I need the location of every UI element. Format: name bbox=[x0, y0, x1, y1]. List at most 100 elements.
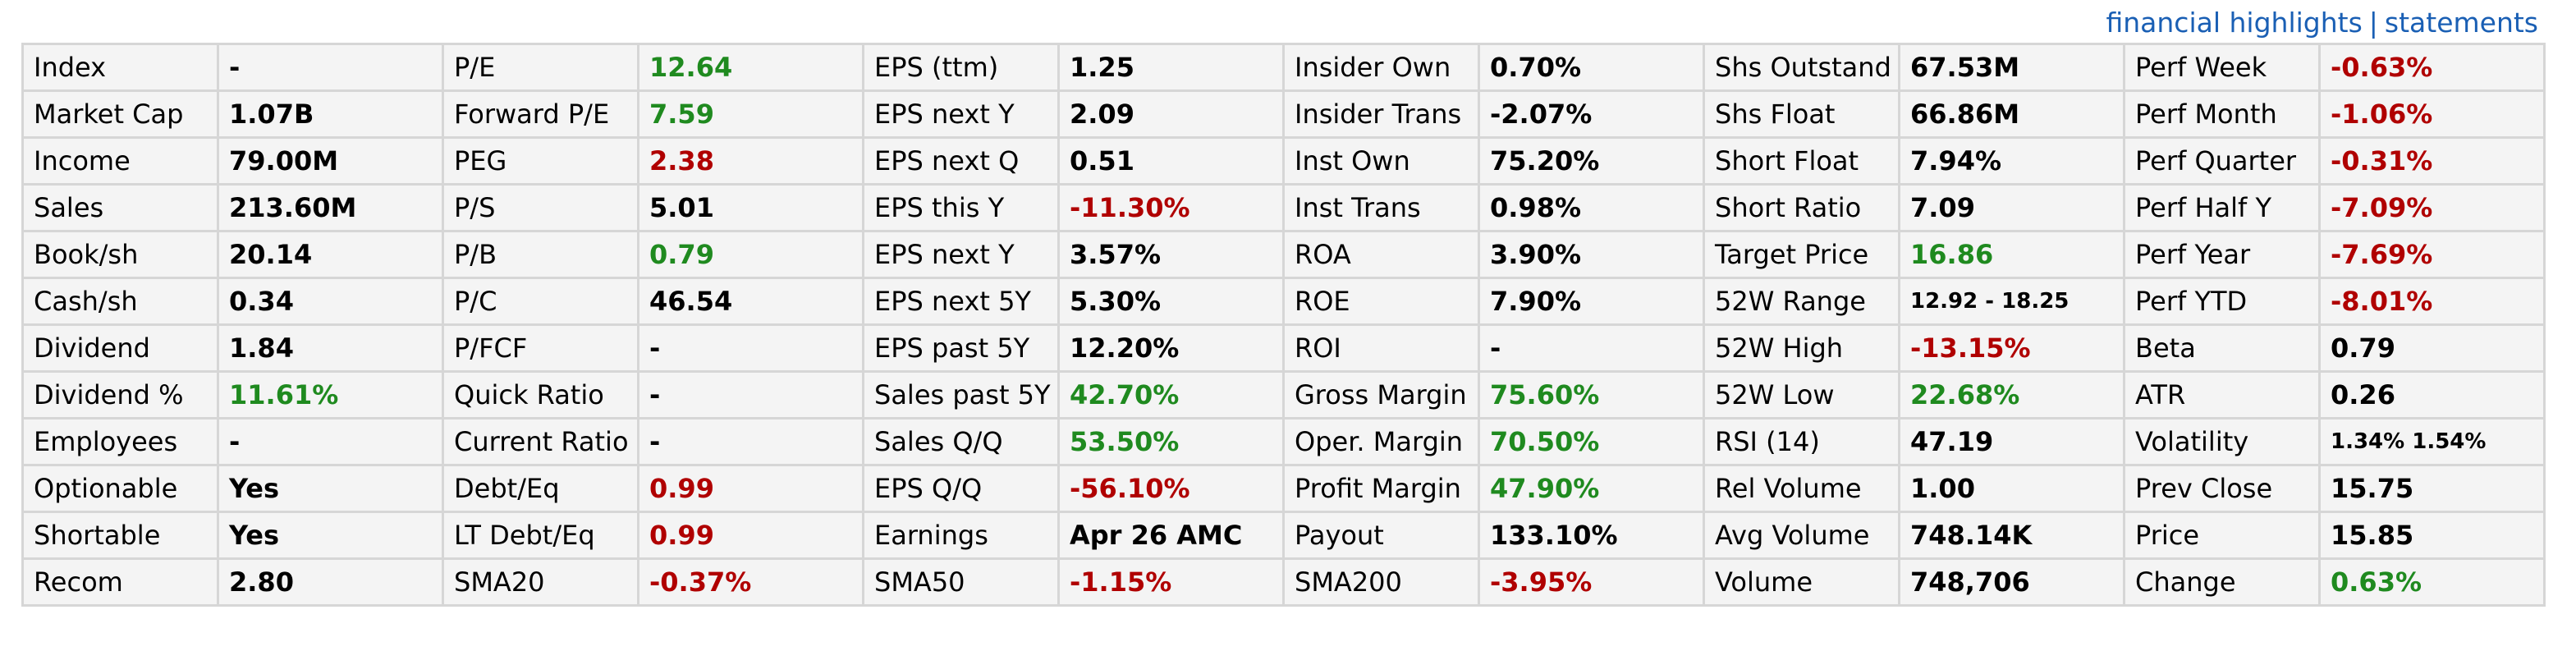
metric-label: EPS next Q bbox=[862, 136, 1060, 186]
table-row: Recom 2.80 SMA20 -0.37% SMA50 -1.15% SMA200 -3.… bbox=[21, 557, 2546, 607]
metric-label: Short Ratio bbox=[1703, 183, 1900, 232]
metric-value: 75.60% bbox=[1478, 370, 1705, 419]
metric-label: P/B bbox=[442, 230, 639, 279]
metric-label: Index bbox=[21, 43, 219, 92]
metric-value: 16.86 bbox=[1898, 230, 2125, 279]
metric-value: - bbox=[637, 417, 864, 466]
metric-label: LT Debt/Eq bbox=[442, 511, 639, 560]
metric-value: 0.79 bbox=[2318, 323, 2546, 373]
statements-link[interactable]: statements bbox=[2384, 7, 2538, 39]
metric-label: Shs Float bbox=[1703, 89, 1900, 139]
metric-label: Dividend bbox=[21, 323, 219, 373]
metric-label: Sales Q/Q bbox=[862, 417, 1060, 466]
metric-label: Volatility bbox=[2123, 417, 2321, 466]
metric-value: 1.84 bbox=[217, 323, 444, 373]
metric-value: - bbox=[217, 417, 444, 466]
metric-label: EPS this Y bbox=[862, 183, 1060, 232]
metric-label: Earnings bbox=[862, 511, 1060, 560]
metric-value: - bbox=[1478, 323, 1705, 373]
metric-value: 0.34 bbox=[217, 277, 444, 326]
metric-value: Yes bbox=[217, 464, 444, 513]
metric-value: 7.90% bbox=[1478, 277, 1705, 326]
table-row: Shortable Yes LT Debt/Eq 0.99 Earnings Apr 26… bbox=[21, 511, 2546, 560]
metric-value: 0.98% bbox=[1478, 183, 1705, 232]
metric-value: 1.25 bbox=[1057, 43, 1285, 92]
metric-label: Perf Month bbox=[2123, 89, 2321, 139]
metric-value: -56.10% bbox=[1057, 464, 1285, 513]
metric-label: Shs Outstand bbox=[1703, 43, 1900, 92]
metric-value: -1.15% bbox=[1057, 557, 1285, 607]
metric-label: Sales bbox=[21, 183, 219, 232]
metric-value: 47.19 bbox=[1898, 417, 2125, 466]
metric-label: SMA20 bbox=[442, 557, 639, 607]
metric-value: 748,706 bbox=[1898, 557, 2125, 607]
metric-value: 5.30% bbox=[1057, 277, 1285, 326]
table-row: Index - P/E 12.64 EPS (ttm) 1.25 Insider Own 0.… bbox=[21, 43, 2546, 92]
metric-value: 7.09 bbox=[1898, 183, 2125, 232]
metric-label: Price bbox=[2123, 511, 2321, 560]
metric-label: Perf Quarter bbox=[2123, 136, 2321, 186]
metric-value: 0.26 bbox=[2318, 370, 2546, 419]
metric-value: 0.79 bbox=[637, 230, 864, 279]
metric-label: EPS Q/Q bbox=[862, 464, 1060, 513]
metric-label: Perf YTD bbox=[2123, 277, 2321, 326]
metric-value: -7.69% bbox=[2318, 230, 2546, 279]
metric-value: - bbox=[217, 43, 444, 92]
metric-label: Rel Volume bbox=[1703, 464, 1900, 513]
metric-label: SMA50 bbox=[862, 557, 1060, 607]
metric-label: P/S bbox=[442, 183, 639, 232]
top-links: financial highlights | statements bbox=[2106, 5, 2538, 41]
metric-value: 0.70% bbox=[1478, 43, 1705, 92]
metric-value: 20.14 bbox=[217, 230, 444, 279]
metric-value: 1.07B bbox=[217, 89, 444, 139]
metric-label: Insider Own bbox=[1282, 43, 1480, 92]
metric-label: Profit Margin bbox=[1282, 464, 1480, 513]
metric-label: 52W Low bbox=[1703, 370, 1900, 419]
metric-label: Sales past 5Y bbox=[862, 370, 1060, 419]
table-row: Market Cap 1.07B Forward P/E 7.59 EPS next Y… bbox=[21, 89, 2546, 139]
metric-label: Perf Year bbox=[2123, 230, 2321, 279]
metric-value: 66.86M bbox=[1898, 89, 2125, 139]
metric-value: 67.53M bbox=[1898, 43, 2125, 92]
metric-label: Target Price bbox=[1703, 230, 1900, 279]
metric-value: 22.68% bbox=[1898, 370, 2125, 419]
metric-value: -7.09% bbox=[2318, 183, 2546, 232]
metric-label: ATR bbox=[2123, 370, 2321, 419]
metric-value: 7.59 bbox=[637, 89, 864, 139]
metric-value: 15.75 bbox=[2318, 464, 2546, 513]
metric-label: Avg Volume bbox=[1703, 511, 1900, 560]
table-row: Employees - Current Ratio - Sales Q/Q 53.50% O… bbox=[21, 417, 2546, 466]
metric-label: Dividend % bbox=[21, 370, 219, 419]
metric-label: RSI (14) bbox=[1703, 417, 1900, 466]
metric-value: -11.30% bbox=[1057, 183, 1285, 232]
metric-label: ROE bbox=[1282, 277, 1480, 326]
metric-value: 0.99 bbox=[637, 464, 864, 513]
metric-value: 213.60M bbox=[217, 183, 444, 232]
metric-label: Income bbox=[21, 136, 219, 186]
metric-label: P/C bbox=[442, 277, 639, 326]
metric-label: 52W Range bbox=[1703, 277, 1900, 326]
metric-label: Quick Ratio bbox=[442, 370, 639, 419]
metric-label: Perf Week bbox=[2123, 43, 2321, 92]
metric-value: Apr 26 AMC bbox=[1057, 511, 1285, 560]
financial-highlights-link[interactable]: financial highlights bbox=[2106, 7, 2363, 39]
metric-label: ROA bbox=[1282, 230, 1480, 279]
metric-label: Optionable bbox=[21, 464, 219, 513]
metric-label: Volume bbox=[1703, 557, 1900, 607]
metric-label: EPS next 5Y bbox=[862, 277, 1060, 326]
metric-label: ROI bbox=[1282, 323, 1480, 373]
metric-value: 75.20% bbox=[1478, 136, 1705, 186]
metric-value: 748.14K bbox=[1898, 511, 2125, 560]
metric-label: Insider Trans bbox=[1282, 89, 1480, 139]
metric-value: 0.63% bbox=[2318, 557, 2546, 607]
metric-label: Short Float bbox=[1703, 136, 1900, 186]
metric-label: Employees bbox=[21, 417, 219, 466]
metric-label: Prev Close bbox=[2123, 464, 2321, 513]
metric-label: Shortable bbox=[21, 511, 219, 560]
metric-value: 0.51 bbox=[1057, 136, 1285, 186]
metric-value: 7.94% bbox=[1898, 136, 2125, 186]
metric-label: SMA200 bbox=[1282, 557, 1480, 607]
metric-value: 79.00M bbox=[217, 136, 444, 186]
metric-label: Beta bbox=[2123, 323, 2321, 373]
metric-value: - bbox=[637, 323, 864, 373]
